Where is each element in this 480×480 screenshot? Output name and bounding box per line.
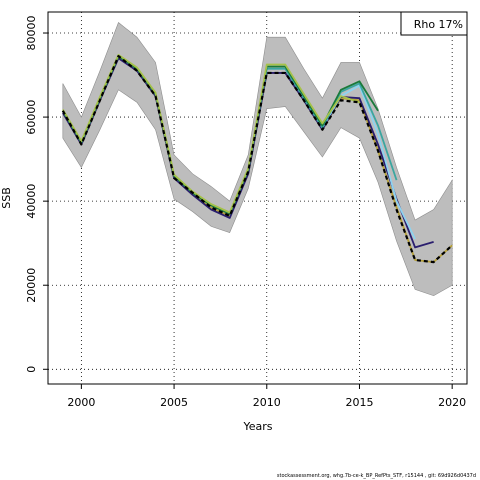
series-layer <box>61 53 453 264</box>
legend-text: Rho 17% <box>414 18 463 31</box>
y-axis: 0 20000 40000 60000 80000 <box>25 16 48 373</box>
x-tick-label: 2005 <box>160 396 188 409</box>
confidence-band-layer <box>62 22 453 297</box>
x-tick-label: 2015 <box>345 396 373 409</box>
y-tick-label: 20000 <box>25 268 38 303</box>
plot-frame <box>47 11 468 385</box>
x-axis-title: Years <box>242 420 272 433</box>
y-tick-label: 0 <box>25 366 38 373</box>
confidence-band <box>62 22 453 297</box>
y-tick-label: 80000 <box>25 16 38 51</box>
y-tick-label: 60000 <box>25 100 38 135</box>
x-tick-label: 2010 <box>253 396 281 409</box>
x-tick-label: 2020 <box>438 396 466 409</box>
x-tick-label: 2000 <box>67 396 95 409</box>
legend: Rho 17% <box>400 11 468 36</box>
legend-box <box>400 11 468 36</box>
y-tick-label: 40000 <box>25 184 38 219</box>
x-axis: 2000 2005 2010 2015 2020 <box>67 384 466 409</box>
footer-credit: stockassessment.org, whg.7b-ce-k_BP_RefP… <box>276 473 476 479</box>
y-axis-title: SSB <box>0 187 13 209</box>
